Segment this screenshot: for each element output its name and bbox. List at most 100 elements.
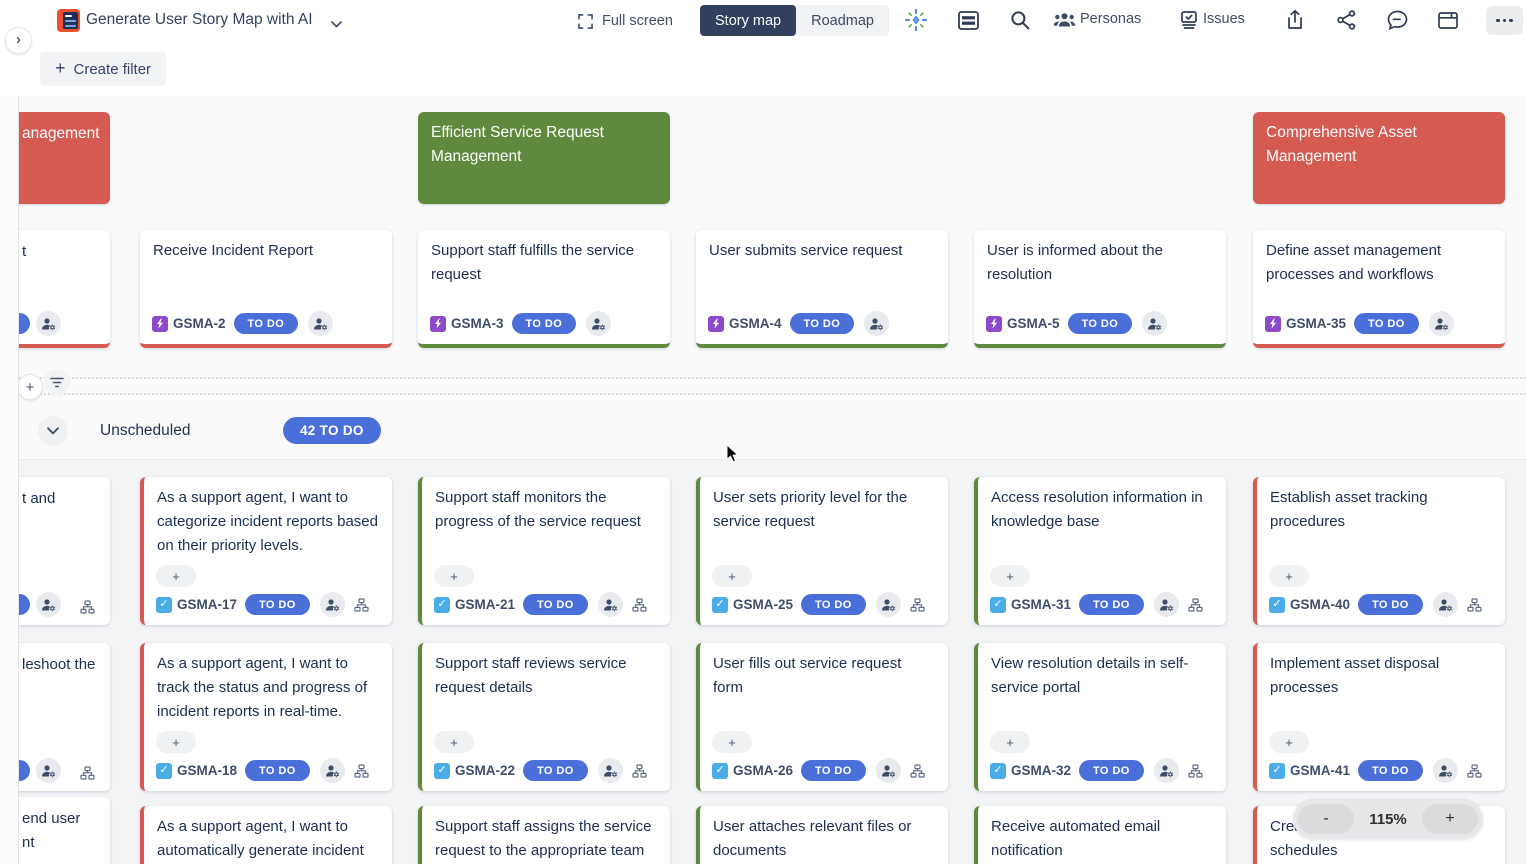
window-panel-icon[interactable]	[1436, 8, 1460, 32]
sitemap-icon[interactable]	[80, 766, 95, 780]
assignee-avatar-icon[interactable]	[319, 592, 345, 617]
epic-card[interactable]: Comprehensive Asset Management	[1253, 112, 1505, 204]
unscheduled-card[interactable]: Establish asset tracking procedures + ✓ GSM…	[1253, 477, 1505, 625]
assignee-avatar-icon[interactable]	[1153, 758, 1179, 783]
status-lozenge[interactable]: TO DO	[1354, 313, 1419, 334]
status-lozenge[interactable]: TO DO	[801, 760, 866, 781]
expand-sidebar-button[interactable]: ›	[5, 27, 32, 54]
status-lozenge[interactable]: TO DO	[523, 594, 588, 615]
sitemap-icon[interactable]	[910, 597, 925, 612]
add-child-button[interactable]: +	[156, 565, 196, 587]
sitemap-icon[interactable]	[354, 763, 369, 778]
sitemap-icon[interactable]	[1188, 597, 1203, 612]
assignee-avatar-icon[interactable]	[864, 311, 890, 336]
unscheduled-card[interactable]: Implement asset disposal processes + ✓ GSMA…	[1253, 643, 1505, 791]
unscheduled-card[interactable]: Support staff reviews service request de…	[418, 643, 670, 791]
rows-view-icon[interactable]	[956, 8, 980, 32]
add-child-button[interactable]: +	[990, 731, 1030, 753]
status-lozenge[interactable]: TO DO	[801, 594, 866, 615]
status-lozenge[interactable]: TO DO	[523, 760, 588, 781]
sitemap-icon[interactable]	[632, 597, 647, 612]
zoom-out-button[interactable]: -	[1298, 804, 1354, 834]
add-child-button[interactable]: +	[434, 565, 474, 587]
unscheduled-collapse-button[interactable]	[38, 416, 68, 446]
swimlane-filter-icon[interactable]	[44, 369, 70, 395]
status-lozenge[interactable]: TO DO	[1079, 760, 1144, 781]
status-lozenge[interactable]: TO DO	[233, 313, 299, 334]
assignee-avatar-icon[interactable]	[36, 311, 61, 336]
personas-icon[interactable]	[1052, 8, 1076, 32]
unscheduled-card[interactable]: As a support agent, I want to automatica…	[140, 806, 392, 864]
more-options-button[interactable]	[1486, 6, 1523, 35]
assignee-avatar-icon[interactable]	[597, 758, 623, 783]
assignee-avatar-icon[interactable]	[875, 592, 901, 617]
add-child-button[interactable]: +	[712, 565, 752, 587]
sitemap-icon[interactable]	[354, 597, 369, 612]
story-card[interactable]: User is informed about the resolution GSM…	[974, 230, 1226, 348]
create-filter-button[interactable]: + Create filter	[40, 52, 167, 86]
assignee-avatar-icon[interactable]	[1432, 592, 1458, 617]
story-card[interactable]: Define asset management processes and wo…	[1253, 230, 1505, 348]
status-lozenge[interactable]: TO DO	[245, 594, 310, 615]
add-child-button[interactable]: +	[1269, 731, 1309, 753]
assignee-avatar-icon[interactable]	[308, 311, 334, 336]
add-child-button[interactable]: +	[990, 565, 1030, 587]
unscheduled-card[interactable]: Access resolution information in knowled…	[974, 477, 1226, 625]
assignee-avatar-icon[interactable]	[875, 758, 901, 783]
assignee-avatar-icon[interactable]	[1432, 758, 1458, 783]
assignee-avatar-icon[interactable]	[1153, 592, 1179, 617]
unscheduled-card[interactable]: As a support agent, I want to track the …	[140, 643, 392, 791]
assignee-avatar-icon[interactable]	[319, 758, 345, 783]
search-icon[interactable]	[1008, 8, 1032, 32]
sitemap-icon[interactable]	[1467, 763, 1482, 778]
board-title-chevron-down-icon[interactable]	[331, 15, 342, 33]
sitemap-icon[interactable]	[1188, 763, 1203, 778]
status-lozenge[interactable]: TO DO	[1358, 594, 1423, 615]
tab-roadmap[interactable]: Roadmap	[811, 12, 874, 29]
add-swimlane-button[interactable]: +	[17, 374, 43, 400]
assignee-avatar-icon[interactable]	[1142, 311, 1168, 336]
sitemap-icon[interactable]	[910, 763, 925, 778]
assignee-avatar-icon[interactable]	[36, 758, 61, 783]
assignee-avatar-icon[interactable]	[586, 311, 612, 336]
personas-label[interactable]: Personas	[1080, 11, 1142, 27]
story-card[interactable]: User submits service request GSMA-4 TO DO	[696, 230, 948, 348]
sitemap-icon[interactable]	[1467, 597, 1482, 612]
add-child-button[interactable]: +	[1269, 565, 1309, 587]
assignee-avatar-icon[interactable]	[1428, 311, 1454, 336]
status-lozenge[interactable]: TO DO	[789, 313, 855, 334]
add-child-button[interactable]: +	[712, 731, 752, 753]
unscheduled-card[interactable]: User attaches relevant files or document…	[696, 806, 948, 864]
assignee-avatar-icon[interactable]	[597, 592, 623, 617]
status-lozenge[interactable]: TO DO	[1079, 594, 1144, 615]
unscheduled-card[interactable]: View resolution details in self-service …	[974, 643, 1226, 791]
add-child-button[interactable]: +	[156, 731, 196, 753]
status-lozenge[interactable]: TO DO	[245, 760, 310, 781]
issues-icon[interactable]	[1177, 8, 1201, 32]
unscheduled-card[interactable]: As a support agent, I want to categorize…	[140, 477, 392, 625]
unscheduled-card[interactable]: Support staff monitors the progress of t…	[418, 477, 670, 625]
unscheduled-card[interactable]: Receive automated email notification	[974, 806, 1226, 864]
unscheduled-card[interactable]: Support staff assigns the service reques…	[418, 806, 670, 864]
feedback-comment-icon[interactable]	[1385, 8, 1409, 32]
assignee-avatar-icon[interactable]	[36, 592, 61, 617]
sitemap-icon[interactable]	[632, 763, 647, 778]
ai-sparkle-icon[interactable]	[904, 8, 928, 32]
story-card[interactable]: Receive Incident Report GSMA-2 TO DO	[140, 230, 392, 348]
sitemap-icon[interactable]	[80, 600, 95, 614]
zoom-in-button[interactable]: +	[1422, 804, 1478, 834]
status-lozenge[interactable]: TO DO	[511, 313, 577, 334]
status-lozenge[interactable]: TO DO	[1067, 313, 1133, 334]
add-child-button[interactable]: +	[434, 731, 474, 753]
epic-card[interactable]: Efficient Service Request Management	[418, 112, 670, 204]
full-screen-button[interactable]: Full screen	[578, 8, 673, 34]
issues-label[interactable]: Issues	[1203, 11, 1245, 27]
unscheduled-card[interactable]: User fills out service request form + ✓ GSM…	[696, 643, 948, 791]
story-card[interactable]: Support staff fulfills the service reque…	[418, 230, 670, 348]
card-title: User attaches relevant files or document…	[713, 818, 912, 859]
unscheduled-card[interactable]: User sets priority level for the service…	[696, 477, 948, 625]
status-lozenge[interactable]: TO DO	[1358, 760, 1423, 781]
share-icon[interactable]	[1334, 8, 1358, 32]
tab-story-map[interactable]: Story map	[700, 5, 797, 36]
export-icon[interactable]	[1283, 8, 1307, 32]
